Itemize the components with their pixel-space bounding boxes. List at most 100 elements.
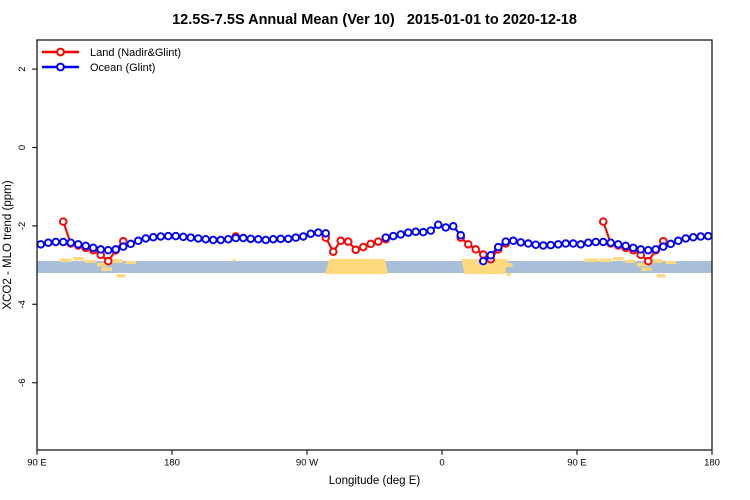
land-fragment <box>110 259 123 263</box>
data-point-marker <box>449 222 458 231</box>
data-point-marker <box>629 243 638 253</box>
data-point-marker <box>141 234 150 243</box>
data-point-marker <box>599 217 608 226</box>
data-point-marker <box>193 234 203 243</box>
land-fragment <box>637 263 648 267</box>
data-point-marker <box>246 234 255 244</box>
map-strip <box>37 257 712 278</box>
data-point-marker <box>329 247 338 257</box>
data-point-marker <box>531 240 541 249</box>
data-point-marker <box>381 233 391 242</box>
land-fragment <box>506 273 511 276</box>
data-point-marker <box>599 237 608 247</box>
data-point-marker <box>44 238 53 248</box>
land-fragment <box>584 258 598 262</box>
data-point-marker <box>644 245 653 255</box>
legend: Land (Nadir&Glint) Ocean (Glint) <box>42 47 181 74</box>
y-tick-label: 0 <box>17 145 28 150</box>
land-fragment <box>625 260 636 263</box>
land-patch <box>325 259 388 274</box>
x-axis-label: Longitude (deg E) <box>329 475 421 487</box>
y-tick-label: -4 <box>17 300 28 308</box>
data-point-marker <box>299 232 308 241</box>
data-point-marker <box>171 231 180 241</box>
data-point-marker <box>509 236 518 246</box>
data-point-marker <box>366 239 376 249</box>
data-point-marker <box>659 242 668 251</box>
data-point-marker <box>59 217 68 226</box>
legend-item-land: Land (Nadir&Glint) <box>42 47 181 59</box>
data-point-marker <box>81 241 90 251</box>
data-point-marker <box>36 240 46 249</box>
land-fragment <box>656 274 666 278</box>
data-point-marker <box>426 226 436 235</box>
data-point-marker <box>163 231 173 241</box>
data-point-marker <box>133 236 143 246</box>
data-point-marker <box>59 237 68 247</box>
data-point-marker <box>103 256 113 266</box>
data-point-marker <box>591 237 601 247</box>
legend-marker-ocean <box>56 62 65 72</box>
x-tick-label: 90 E <box>567 458 587 469</box>
data-point-marker <box>471 245 481 254</box>
data-point-marker <box>73 240 83 249</box>
data-point-marker <box>389 231 398 241</box>
data-point-marker <box>359 242 368 252</box>
data-point-marker <box>674 236 683 246</box>
y-axis-label: XCO2 - MLO trend (ppm) <box>2 180 14 309</box>
x-tick-label: 0 <box>439 458 444 469</box>
data-point-marker <box>66 238 75 248</box>
data-point-marker <box>689 233 698 242</box>
land-fragment <box>59 258 72 262</box>
land-fragment <box>85 260 96 263</box>
data-point-marker <box>441 223 451 232</box>
data-point-marker <box>696 232 706 241</box>
data-point-marker <box>651 245 661 254</box>
data-point-marker <box>156 232 165 241</box>
data-point-marker <box>51 237 61 247</box>
data-point-marker <box>284 234 293 244</box>
data-point-marker <box>486 251 496 260</box>
data-point-marker <box>704 231 713 241</box>
data-point-marker <box>103 245 113 255</box>
data-point-marker <box>516 238 526 247</box>
x-tick-label: 180 <box>164 458 180 469</box>
data-point-marker <box>396 230 406 239</box>
plot-border <box>36 39 713 451</box>
data-point-marker <box>314 228 323 237</box>
data-point-marker <box>186 233 195 242</box>
data-point-marker <box>148 233 158 242</box>
legend-label-ocean: Ocean (Glint) <box>90 62 155 74</box>
data-point-marker <box>479 250 488 259</box>
data-point-marker <box>621 241 631 251</box>
data-point-marker <box>88 243 98 253</box>
data-point-marker <box>554 240 563 249</box>
data-point-marker <box>344 237 353 246</box>
data-point-marker <box>539 241 548 250</box>
data-point-marker <box>494 242 503 252</box>
land-fragment <box>599 258 612 262</box>
data-point-marker <box>666 239 676 249</box>
y-axis: 2 0 -2 -4 -6 <box>17 66 37 387</box>
legend-label-land: Land (Nadir&Glint) <box>90 47 181 59</box>
data-point-marker <box>126 239 135 249</box>
data-point-marker <box>561 239 571 248</box>
land-fragment <box>650 259 663 263</box>
data-point-marker <box>576 240 586 249</box>
data-point-marker <box>681 234 691 243</box>
data-point-marker <box>456 231 466 240</box>
x-tick-label: 90 E <box>27 458 47 469</box>
data-point-marker <box>606 238 616 248</box>
data-point-marker <box>479 256 488 266</box>
data-point-marker <box>96 245 105 254</box>
data-point-marker <box>306 229 316 238</box>
x-axis: 90 E 180 90 W 0 90 E 180 <box>27 450 720 469</box>
legend-marker-land <box>56 47 65 57</box>
land-fragment <box>613 257 624 261</box>
data-point-marker <box>223 234 233 244</box>
data-point-marker <box>261 235 271 245</box>
land-fragment <box>232 259 236 262</box>
data-point-marker <box>351 245 361 255</box>
